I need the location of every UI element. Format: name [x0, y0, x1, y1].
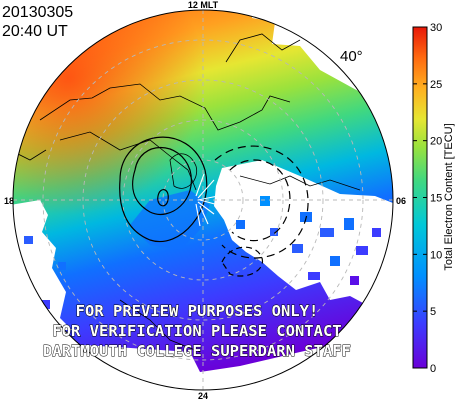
mlt-label-left: 18 [4, 196, 14, 206]
colorbar-label: Total Electron Content [TECU] [443, 123, 455, 270]
watermark-line-3: DARTMOUTH COLLEGE SUPERDARN STAFF [43, 342, 351, 360]
watermark-line-1: FOR PREVIEW PURPOSES ONLY! [76, 302, 319, 320]
colorbar-tick-label: 30 [430, 22, 442, 34]
watermark-line-2: FOR VERIFICATION PLEASE CONTACT [52, 322, 341, 340]
velocity-vectors [195, 173, 223, 227]
time-label: 20:40 UT [2, 23, 68, 40]
colorbar-tick-label: 15 [430, 193, 442, 205]
colorbar-tick-label: 0 [430, 363, 436, 375]
mlt-label-bottom: 24 [198, 391, 208, 400]
latitude-label: 40° [340, 48, 363, 65]
convection-contours [119, 136, 309, 277]
colorbar-tick-label: 20 [430, 136, 442, 148]
tec-blue-patch [130, 190, 210, 250]
tec-field [13, 10, 393, 390]
date-label: 20130305 [2, 4, 73, 21]
colorbar-ticks: 0 5 10 15 20 25 30 [413, 22, 442, 375]
colorbar-tick-label: 25 [430, 79, 442, 91]
coastlines [13, 33, 361, 353]
colorbar-tick-label: 10 [430, 249, 442, 261]
mlt-label-right: 06 [396, 196, 406, 206]
colorbar: 0 5 10 15 20 25 30 Total Electron Content [TEC… [412, 22, 455, 375]
colorbar-tick-label: 5 [430, 306, 436, 318]
disc-outline [12, 9, 394, 391]
mlt-label-top: 12 MLT [188, 0, 219, 10]
grid-lines [13, 10, 393, 390]
